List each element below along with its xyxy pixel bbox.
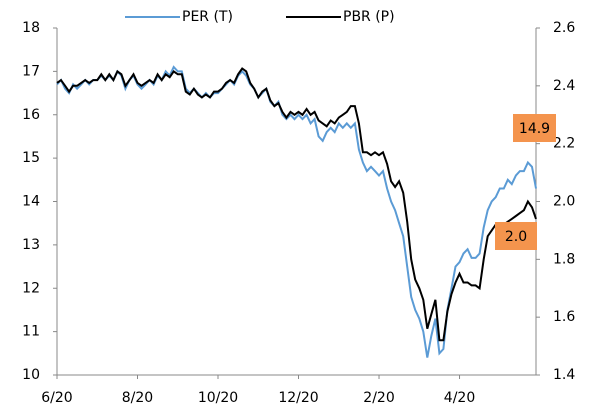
annotation-box <box>495 222 537 250</box>
y-tick-label: 14 <box>22 194 40 210</box>
y-tick-label: 10 <box>22 367 40 383</box>
y-tick-label: 18 <box>22 20 40 36</box>
y-tick-label: 12 <box>22 280 40 296</box>
y2-tick-label: 2.4 <box>553 78 575 94</box>
annotation-box <box>513 114 556 142</box>
x-tick-label: 6/20 <box>41 390 72 406</box>
x-tick-label: 8/20 <box>122 390 153 406</box>
x-tick-label: 4/20 <box>444 390 475 406</box>
y-tick-label: 15 <box>22 150 40 166</box>
legend-label: PER (T) <box>182 9 233 25</box>
x-tick-label: 2/20 <box>363 390 394 406</box>
y2-tick-label: 1.8 <box>553 251 575 267</box>
y-tick-label: 11 <box>22 324 40 340</box>
series-line <box>56 67 537 342</box>
y2-tick-label: 2.0 <box>553 194 575 210</box>
y2-tick-label: 1.4 <box>553 367 575 383</box>
y-tick-label: 13 <box>22 237 40 253</box>
x-tick-label: 10/20 <box>198 390 238 406</box>
legend-label: PBR (P) <box>343 9 395 25</box>
y2-tick-label: 1.6 <box>553 309 575 325</box>
y-tick-label: 16 <box>22 107 40 123</box>
series-line <box>56 65 537 358</box>
y2-tick-label: 2.6 <box>553 20 575 36</box>
y2-tick-label: 2.2 <box>553 136 575 152</box>
x-tick-label: 12/20 <box>278 390 318 406</box>
annotation: 14.9 <box>519 121 550 137</box>
y-tick-label: 17 <box>22 63 40 79</box>
annotation: 2.0 <box>505 229 527 245</box>
